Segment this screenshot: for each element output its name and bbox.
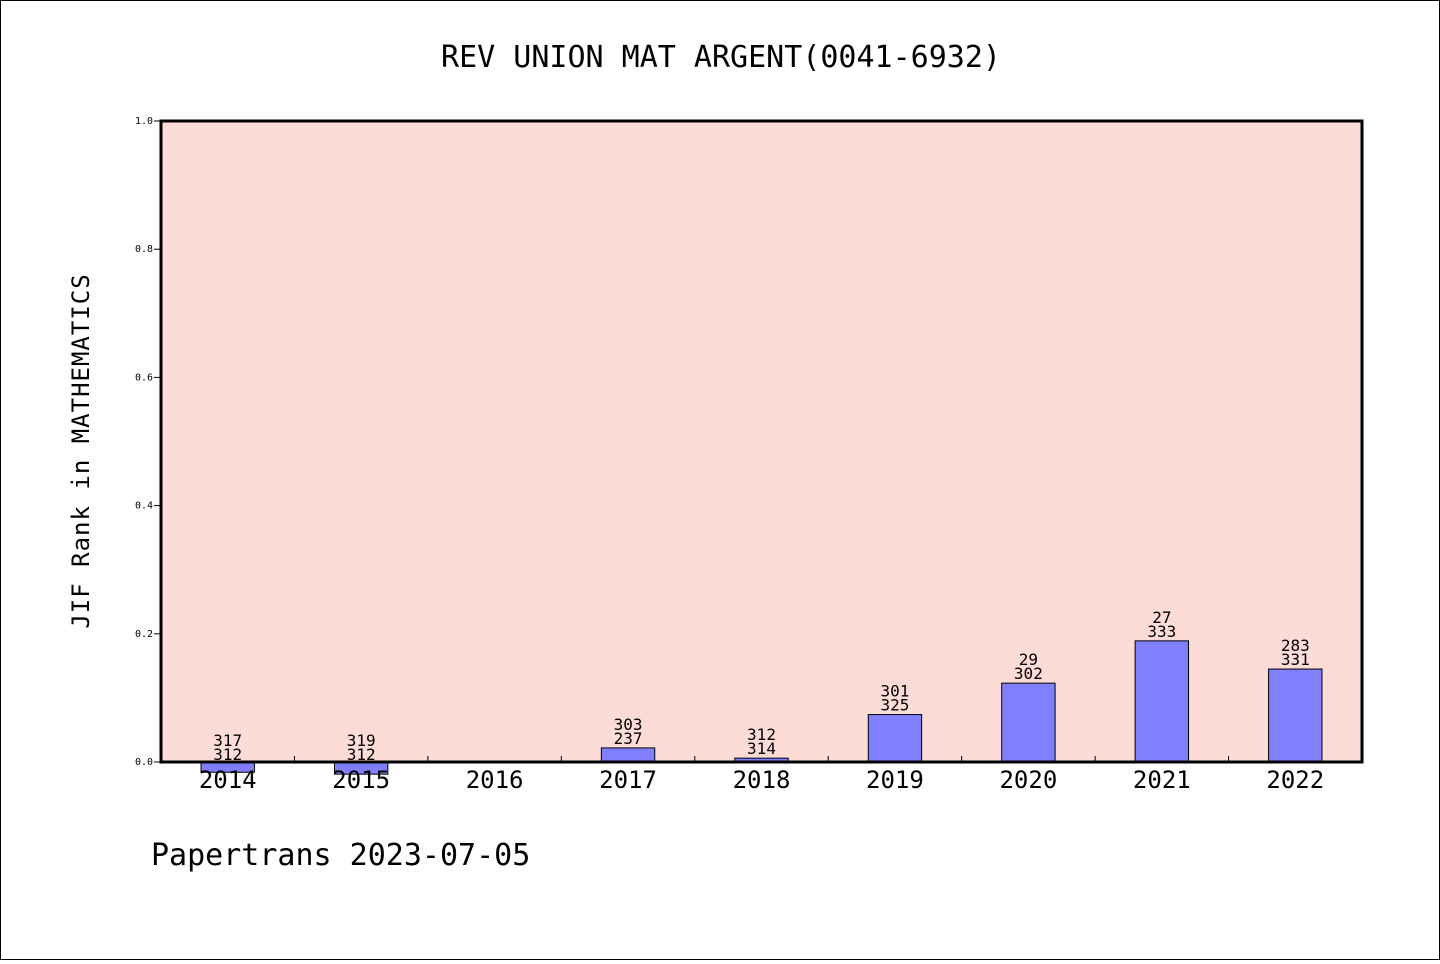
x-tick-label-2018: 2018	[733, 766, 791, 794]
y-tick-label-0.4: 0.4	[135, 501, 153, 512]
data-label-2014-1: 317	[213, 731, 242, 750]
chart-title: REV UNION MAT ARGENT(0041-6932)	[441, 40, 1001, 75]
y-ticks: 0.0 0.2 0.4 0.6 0.8 1.0	[135, 116, 161, 768]
y-tick-label-0.2: 0.2	[135, 629, 153, 640]
x-tick-labels: 2014 2015 2016 2017 2018 2019 2020 2021 2022	[199, 766, 1324, 794]
x-tick-label-2016: 2016	[466, 766, 524, 794]
bar-2017	[600, 747, 656, 763]
data-label-2021-2: 333	[1147, 622, 1176, 641]
x-tick-label-2019: 2019	[866, 766, 924, 794]
data-label-2018-1: 312	[747, 725, 776, 744]
y-tick-label-0.6: 0.6	[135, 372, 153, 383]
data-label-2017-1: 303	[614, 715, 643, 734]
bar-2022	[1268, 668, 1323, 763]
data-label-2015-2: 312	[347, 745, 376, 764]
data-label-2019-1: 301	[880, 682, 909, 701]
data-label-2018-2: 314	[747, 739, 776, 758]
data-label-2022-1: 283	[1281, 636, 1310, 655]
x-tick-label-2020: 2020	[999, 766, 1057, 794]
footer-credit: Papertrans 2023-07-05	[151, 838, 530, 873]
y-tick-label-0.0: 0.0	[135, 757, 153, 768]
x-tick-label-2022: 2022	[1266, 766, 1324, 794]
bar-2020	[1001, 682, 1056, 763]
plot-border	[159, 119, 1364, 764]
x-tick-label-2017: 2017	[599, 766, 657, 794]
y-axis-label: JIF Rank in MATHEMATICS	[67, 273, 95, 628]
bar-2019	[867, 714, 923, 763]
bars	[200, 640, 1323, 775]
data-label-2021-1: 27	[1152, 608, 1171, 627]
data-label-2019-2: 325	[880, 696, 909, 715]
data-label-2020-2: 302	[1014, 664, 1043, 683]
data-label-2017-2: 237	[614, 729, 643, 748]
data-label-2022-2: 331	[1281, 650, 1310, 669]
x-tick-label-2014: 2014	[199, 766, 257, 794]
bar-2021	[1134, 640, 1190, 763]
y-tick-label-0.8: 0.8	[135, 244, 153, 255]
data-label-2020-1: 29	[1019, 650, 1038, 669]
x-tick-label-2021: 2021	[1133, 766, 1191, 794]
x-tick-label-2015: 2015	[332, 766, 390, 794]
y-tick-label-1.0: 1.0	[135, 116, 153, 127]
data-label-2015-1: 319	[347, 731, 376, 750]
data-label-2014-2: 312	[213, 745, 242, 764]
